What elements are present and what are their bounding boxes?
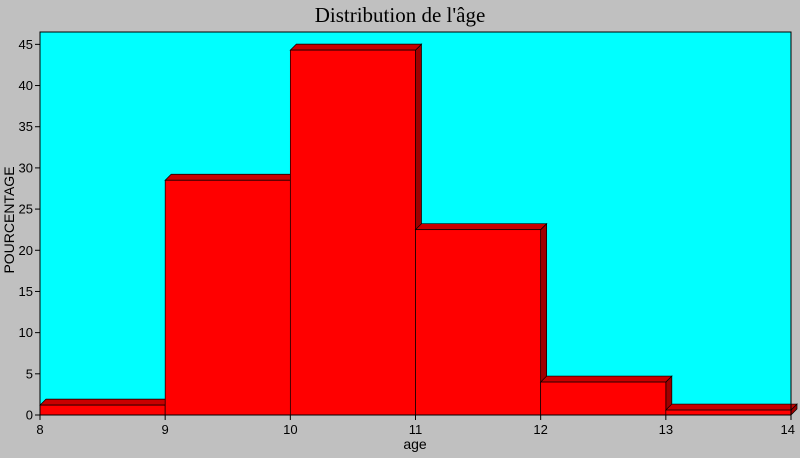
x-tick-label-6: 14	[781, 422, 795, 437]
x-tick-label-5: 13	[659, 422, 673, 437]
bar-5	[664, 403, 798, 416]
bar-2	[289, 43, 423, 416]
bar-front-0	[39, 404, 166, 416]
x-tick-label-4: 12	[533, 422, 547, 437]
bar-front-1	[164, 179, 291, 416]
bar-front-5	[665, 409, 792, 416]
chart-title: Distribution de l'âge	[315, 3, 486, 27]
x-tick-label-0: 8	[36, 422, 43, 437]
x-tick-label-3: 11	[409, 422, 423, 437]
y-tick-label-3: 15	[19, 284, 33, 299]
y-axis-label: POURCENTAGE	[1, 166, 17, 273]
bar-front-2	[289, 49, 416, 416]
bars-group	[39, 43, 798, 416]
y-tick-label-2: 10	[19, 325, 33, 340]
bar-top-1	[164, 173, 298, 181]
y-tick-label-1: 5	[26, 366, 33, 381]
bar-top-2	[289, 43, 423, 51]
bar-0	[39, 398, 173, 416]
y-tick-label-7: 35	[19, 119, 33, 134]
bar-top-5	[664, 403, 798, 411]
y-tick-label-6: 30	[19, 160, 33, 175]
bar-top-3	[414, 223, 548, 231]
bar-front-4	[540, 381, 667, 416]
bar-top-0	[39, 398, 173, 406]
bar-1	[164, 173, 298, 416]
y-tick-label-4: 20	[19, 243, 33, 258]
bar-top-4	[539, 375, 673, 383]
x-tick-label-1: 9	[162, 422, 169, 437]
bar-3	[414, 222, 548, 416]
x-tick-label-2: 10	[283, 422, 297, 437]
y-tick-label-8: 40	[19, 78, 33, 93]
bar-4	[539, 375, 673, 416]
y-tick-label-5: 25	[19, 202, 33, 217]
x-axis-label: age	[403, 436, 427, 452]
x-axis-ticks: 8 9 10 11 12 13 14	[36, 415, 795, 437]
y-tick-label-0: 0	[26, 408, 33, 423]
plot-frame	[39, 31, 792, 416]
y-axis-ticks: 0 5 10 15 20 25 30 35 40 45	[19, 37, 40, 423]
y-tick-label-9: 45	[19, 37, 33, 52]
bar-front-3	[415, 229, 542, 416]
